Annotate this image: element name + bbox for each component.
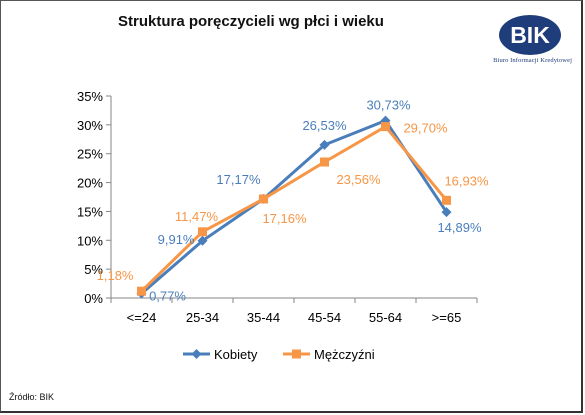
series-line-2 [140,125,448,293]
x-tick-label: >=65 [432,310,462,325]
data-label: 16,93% [444,173,489,188]
legend-marker [191,349,202,359]
y-tick-label: 30% [77,118,103,133]
y-tick-label: 0% [84,291,103,306]
legend-label: Mężczyźni [314,347,375,362]
data-point-marker [442,195,451,205]
data-point-marker [198,227,207,237]
data-point-marker [137,286,146,296]
data-label: 9,91% [158,232,195,247]
logo-subtitle: Biuro Informacji Kredytowej [493,57,572,64]
x-tick-label: <=24 [127,310,157,325]
y-tick-label: 35% [77,89,103,104]
y-tick-label: 15% [77,204,103,219]
data-label: 17,16% [262,211,307,226]
y-tick-label: 20% [77,176,103,191]
y-tick-label: 10% [77,233,103,248]
x-tick-label: 55-64 [369,310,402,325]
data-point-marker [381,122,390,132]
data-label: 1,18% [97,268,134,283]
data-point-marker [197,235,208,246]
data-label: 23,56% [336,172,381,187]
x-tick-label: 45-54 [308,310,341,325]
legend-label: Kobiety [214,347,258,362]
data-point-marker [320,157,329,167]
data-label: 30,73% [366,98,411,113]
data-point-marker [259,194,268,204]
data-label: 11,47% [175,209,219,224]
x-tick-label: 25-34 [186,310,219,325]
data-point-marker [319,139,330,150]
data-point-marker [441,207,452,218]
series-line-1 [140,119,448,295]
legend-marker [292,349,301,359]
y-tick-label: 5% [84,262,103,277]
logo-text: BIK [510,22,550,48]
bik-logo: BIK [499,15,561,55]
data-label: 0,77% [149,289,186,304]
source-note: Źródło: BIK [9,392,55,402]
data-label: 29,70% [403,121,448,136]
data-label: 17,17% [216,172,261,187]
chart-title: Struktura poręczycieli wg płci i wieku [118,13,384,30]
x-tick-label: 35-44 [247,310,280,325]
data-label: 14,89% [437,220,482,235]
logo-ellipse [499,15,561,55]
y-tick-label: 25% [77,147,103,162]
data-label: 26,53% [302,118,347,133]
